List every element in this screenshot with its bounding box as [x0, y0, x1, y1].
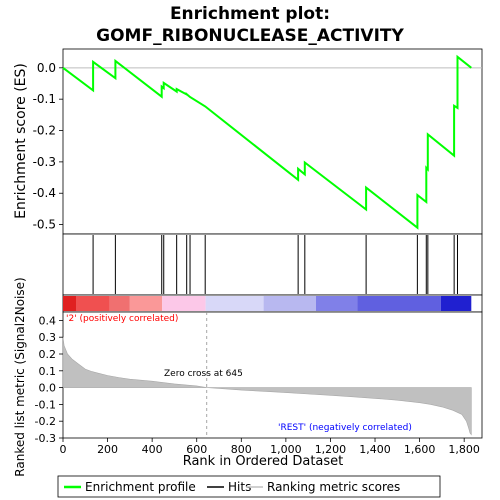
metric-y-label: Ranked list metric (Signal2Noise) [13, 277, 27, 476]
colorbar-segment [315, 296, 358, 311]
legend-enrichment-label: Enrichment profile [85, 480, 196, 494]
x-tick-label: 0 [60, 443, 67, 456]
colorbar-segment [357, 296, 441, 311]
x-tick-label: 600 [186, 443, 207, 456]
x-tick-label: 400 [142, 443, 163, 456]
es-panel [62, 48, 483, 235]
x-tick-label: 1,400 [359, 443, 391, 456]
zero-cross-label: Zero cross at 645 [164, 369, 243, 379]
colorbar-segment [440, 296, 472, 311]
es-y-tick-label: 0.0 [37, 61, 56, 75]
metric-y-tick-label: 0.0 [39, 382, 57, 395]
colorbar-segment [162, 296, 206, 311]
enrichment-profile [62, 54, 472, 230]
metric-panel [62, 311, 483, 439]
hits-panel [62, 233, 483, 296]
es-y-tick-label: -0.4 [33, 186, 56, 200]
es-y-axis: 0.0 -0.1 -0.2 -0.3 -0.4 -0.5 [33, 61, 63, 232]
chart-title-line1: Enrichment plot: [170, 4, 330, 24]
metric-y-tick-label: -0.2 [35, 415, 56, 428]
x-axis: 0 200 400 600 800 1,000 1,200 1,400 1,600 1,800 [60, 438, 480, 456]
x-tick-label: 1,200 [315, 443, 347, 456]
negative-correlation-label: 'REST' (negatively correlated) [278, 423, 412, 433]
colorbar-segment [129, 296, 163, 311]
metric-y-tick-label: 0.3 [39, 331, 57, 344]
colorbar-segment [76, 296, 110, 311]
rank-colorbar [63, 296, 472, 311]
metric-y-tick-label: 0.1 [39, 365, 57, 378]
chart-title-line2: GOMF_RIBONUCLEASE_ACTIVITY [96, 26, 404, 46]
es-y-label: Enrichment score (ES) [13, 63, 29, 219]
colorbar-segment [63, 296, 77, 311]
metric-y-axis: 0.4 0.3 0.2 0.1 0.0 -0.1 -0.2 -0.3 [35, 314, 63, 445]
colorbar-segment [263, 296, 316, 311]
es-y-tick-label: -0.1 [33, 92, 56, 106]
x-tick-label: 200 [97, 443, 118, 456]
colorbar-segment [109, 296, 130, 311]
ranking-metric-area [62, 312, 472, 438]
es-y-tick-label: -0.3 [33, 155, 56, 169]
legend: Enrichment profile Hits Ranking metric s… [57, 475, 441, 498]
x-tick-label: 1,600 [404, 443, 436, 456]
positive-correlation-label: '2' (positively correlated) [66, 314, 178, 324]
es-y-tick-label: -0.5 [33, 218, 56, 232]
ranking-metric-fill [62, 337, 472, 436]
legend-hits-label: Hits [228, 480, 251, 494]
metric-y-tick-label: 0.4 [39, 314, 57, 327]
x-axis-label: Rank in Ordered Dataset [183, 454, 344, 469]
hit-markers [92, 235, 458, 294]
metric-y-tick-label: -0.1 [35, 398, 56, 411]
colorbar-segment [205, 296, 264, 311]
x-tick-label: 1,800 [448, 443, 480, 456]
metric-y-tick-label: 0.2 [39, 348, 57, 361]
metric-y-tick-label: -0.3 [35, 432, 56, 445]
x-tick-label: 1,000 [270, 443, 302, 456]
es-y-tick-label: -0.2 [33, 124, 56, 138]
enrichment-profile-line [62, 54, 472, 230]
legend-ranking-label: Ranking metric scores [267, 480, 400, 494]
x-tick-label: 800 [231, 443, 252, 456]
